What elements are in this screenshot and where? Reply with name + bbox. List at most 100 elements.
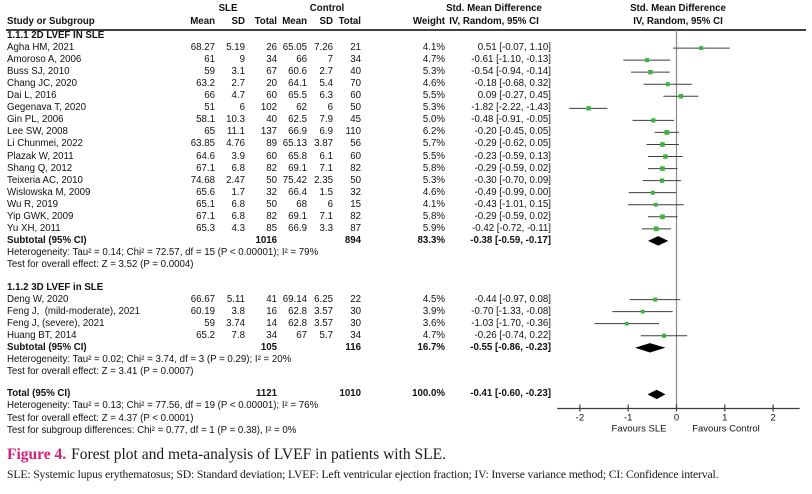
- note-row: Heterogeneity: Tau² = 0.13; Chi² = 77.56…: [0, 400, 562, 412]
- cell-sd1: 5.19: [226, 42, 245, 54]
- row-label: Subtotal (95% CI): [7, 234, 87, 246]
- row-label: Teixeria AC, 2010: [7, 174, 83, 186]
- cell-ci_text: -0.48 [-0.91, -0.05]: [471, 114, 551, 126]
- cell-weight: 4.1%: [422, 198, 445, 210]
- cell-sd1: 3.9: [231, 150, 245, 162]
- cell-sd1: 3.74: [226, 317, 245, 329]
- cell-n1: 1121: [255, 388, 277, 400]
- cell-n2: 34: [350, 54, 361, 66]
- effect-marker: [678, 94, 684, 99]
- cell-sd1: 9: [239, 54, 245, 66]
- note-row: Test for subgroup differences: Chi² = 0.…: [0, 425, 562, 437]
- cell-ci_text: -0.42 [-0.72, -0.11]: [472, 222, 551, 234]
- cell-sd2: 6.9: [319, 126, 333, 138]
- study-row: Li Chunmei, 2022 63.85 4.76 89 65.13 3.87 56 5.…: [0, 138, 562, 150]
- column-header-weight: Weight: [412, 16, 445, 27]
- column-header-sd-control: SD: [319, 16, 333, 27]
- row-label: Test for overall effect: Z = 4.37 (P < 0…: [7, 412, 194, 424]
- cell-sd2: 3.87: [314, 138, 333, 150]
- cell-mean2: 75.42: [282, 174, 307, 186]
- cell-mean1: 65: [204, 126, 215, 138]
- study-row: Plazak W, 2011 64.6 3.9 60 65.8 6.1 60 5.5% -0.2…: [0, 151, 562, 163]
- row-label: Dai L, 2016: [7, 90, 57, 102]
- study-row: Feng J, (mild-moderate), 2021 60.19 3.8 16 6…: [0, 306, 562, 318]
- study-row: Wu R, 2019 65.1 6.8 50 68 6 15 4.1% -0.43 [-1.01…: [0, 199, 562, 211]
- cell-n1: 14: [266, 317, 277, 329]
- cell-n2: 22: [350, 293, 361, 305]
- cell-n2: 82: [350, 162, 361, 174]
- cell-mean2: 66.9: [288, 126, 307, 138]
- cell-n1: 16: [266, 305, 277, 317]
- cell-ci_text: -0.55 [-0.86, -0.23]: [470, 341, 551, 353]
- effect-title-plot-column: Std. Mean Difference: [630, 3, 726, 14]
- total-row: Total (95% CI) 1121 1010 100.0% -0.41 [-0.60…: [0, 388, 562, 400]
- cell-sd2: 2.7: [319, 66, 333, 78]
- note-row: Test for overall effect: Z = 4.37 (P < 0…: [0, 413, 562, 425]
- row-label: Huang BT, 2014: [7, 329, 77, 341]
- cell-sd1: 5.11: [226, 293, 245, 305]
- cell-weight: 5.7%: [422, 138, 445, 150]
- row-label: Feng J, (severe), 2021: [7, 317, 105, 329]
- effect-marker: [659, 178, 665, 183]
- cell-mean1: 51: [204, 102, 215, 114]
- cell-n1: 102: [260, 102, 277, 114]
- axis-label-right: Favours Control: [692, 424, 760, 435]
- row-label: Buss SJ, 2010: [7, 66, 70, 78]
- cell-n1: 60: [266, 150, 277, 162]
- tick-label: 0: [674, 413, 679, 424]
- cell-mean2: 69.14: [282, 293, 307, 305]
- effect-marker: [653, 297, 658, 302]
- row-label: 1.1.1 2D LVEF IN SLE: [7, 30, 105, 42]
- cell-sd1: 2.47: [226, 174, 245, 186]
- row-label: Lee SW, 2008: [7, 126, 68, 138]
- cell-n2: 50: [350, 174, 361, 186]
- cell-n1: 41: [266, 293, 277, 305]
- cell-weight: 5.3%: [422, 174, 445, 186]
- cell-ci_text: -0.29 [-0.59, 0.02]: [474, 210, 551, 222]
- cell-n1: 20: [266, 78, 277, 90]
- cell-weight: 4.7%: [422, 54, 445, 66]
- cell-ci_text: -0.49 [-0.99, 0.00]: [474, 186, 551, 198]
- figure-footnote: SLE: Systemic lupus erythematosus; SD: S…: [7, 468, 719, 481]
- study-row: Feng J, (severe), 2021 59 3.74 14 62.8 3.57 30…: [0, 318, 562, 330]
- note-row: Test for overall effect: Z = 3.52 (P = 0…: [0, 259, 562, 271]
- cell-sd2: 3.57: [314, 305, 333, 317]
- row-label: Shang Q, 2012: [7, 162, 73, 174]
- cell-sd2: 6.3: [319, 90, 333, 102]
- row-label: Wislowska M, 2009: [7, 186, 91, 198]
- group-header-sle: SLE: [218, 3, 238, 14]
- effect-marker: [665, 82, 670, 87]
- row-label: Chang JC, 2020: [7, 78, 78, 90]
- cell-n1: 34: [266, 54, 277, 66]
- column-header-total-sle: Total: [254, 16, 277, 27]
- cell-weight: 5.5%: [422, 90, 445, 102]
- study-row: Chang JC, 2020 63.2 2.7 20 64.1 5.4 70 4.6% -0.1…: [0, 78, 562, 90]
- cell-sd1: 3.8: [231, 305, 245, 317]
- cell-ci_text: -0.29 [-0.59, 0.02]: [474, 162, 551, 174]
- cell-sd1: 7.8: [231, 329, 245, 341]
- effect-marker: [644, 58, 650, 63]
- cell-ci_text: -0.61 [-1.10, -0.13]: [471, 54, 551, 66]
- cell-weight: 100.0%: [412, 388, 445, 400]
- group-header-control: Control: [309, 3, 345, 14]
- note-row: Test for overall effect: Z = 3.41 (P = 0…: [0, 366, 562, 378]
- cell-weight: 4.6%: [422, 78, 445, 90]
- row-label: Amoroso A, 2006: [7, 54, 82, 66]
- row-label: Heterogeneity: Tau² = 0.02; Chi² = 3.74,…: [7, 353, 292, 365]
- cell-mean2: 62.8: [288, 305, 307, 317]
- cell-ci_text: -0.26 [-0.74, 0.22]: [474, 329, 551, 341]
- cell-mean1: 63.85: [190, 138, 215, 150]
- cell-mean2: 66.4: [288, 186, 307, 198]
- cell-n2: 82: [350, 210, 361, 222]
- cell-mean2: 69.1: [288, 210, 307, 222]
- subtotal-row: Subtotal (95% CI) 1016 894 83.3% -0.38 [-0.5…: [0, 235, 562, 247]
- cell-sd2: 3.57: [314, 317, 333, 329]
- cell-n1: 105: [260, 341, 277, 353]
- cell-n2: 50: [350, 102, 361, 114]
- study-row: Dai L, 2016 66 4.7 60 65.5 6.3 60 5.5% 0.09 [-0.…: [0, 90, 562, 102]
- cell-ci_text: -0.20 [-0.45, 0.05]: [474, 126, 551, 138]
- row-label: Yu XH, 2011: [7, 222, 61, 234]
- row-label: Agha HM, 2021: [7, 42, 75, 54]
- cell-n2: 34: [350, 329, 361, 341]
- cell-mean2: 62: [296, 102, 307, 114]
